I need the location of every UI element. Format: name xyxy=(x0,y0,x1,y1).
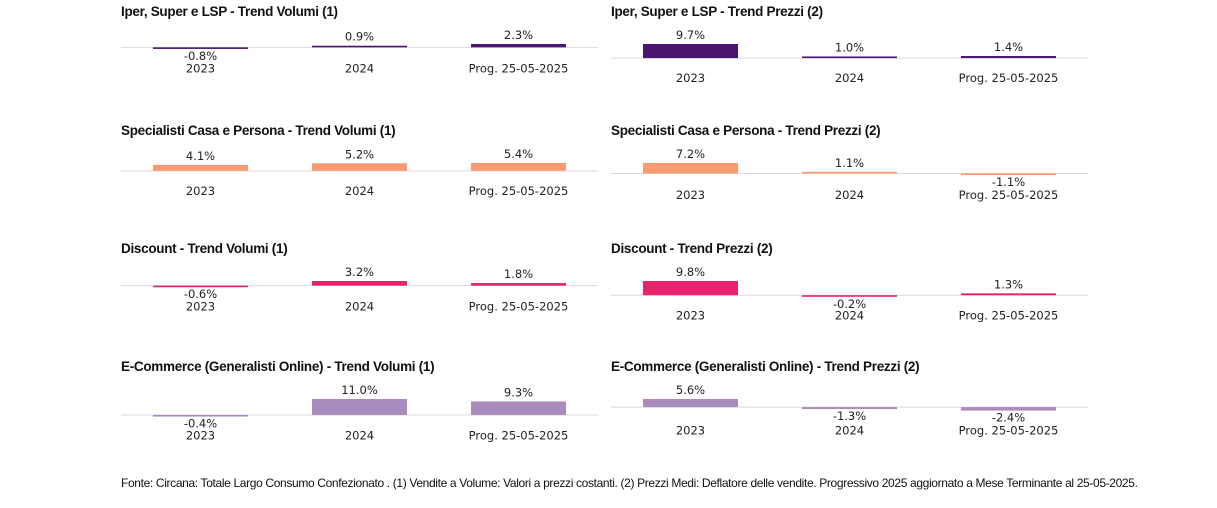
chart-title: Discount - Trend Prezzi (2) xyxy=(611,241,772,256)
chart-title: Specialisti Casa e Persona - Trend Volum… xyxy=(121,123,395,138)
bar xyxy=(802,56,897,59)
chart-casa-prezzi: Specialisti Casa e Persona - Trend Prezz… xyxy=(611,123,1088,202)
chart-title: E-Commerce (Generalisti Online) - Trend … xyxy=(121,359,434,374)
data-label: 1.0% xyxy=(835,40,864,54)
category-label: 2024 xyxy=(835,309,864,323)
bar xyxy=(961,407,1056,411)
data-label: 5.2% xyxy=(345,147,374,161)
bar xyxy=(153,285,248,288)
bar xyxy=(643,399,738,408)
category-label: 2023 xyxy=(186,429,215,443)
category-label: Prog. 25-05-2025 xyxy=(959,424,1059,438)
bar xyxy=(471,283,566,286)
category-label: 2024 xyxy=(835,71,864,85)
data-label: 9.7% xyxy=(676,28,705,42)
bar xyxy=(153,47,248,49)
footnote: Fonte: Circana: Totale Largo Consumo Con… xyxy=(121,476,1138,490)
category-label: 2023 xyxy=(186,300,215,314)
data-label: 1.8% xyxy=(504,267,533,281)
bar xyxy=(312,399,407,415)
chart-iper-volumi: Iper, Super e LSP - Trend Volumi (1) -0.8… xyxy=(121,4,598,75)
bar xyxy=(643,281,738,296)
data-label: -2.4% xyxy=(992,411,1025,425)
category-label: Prog. 25-05-2025 xyxy=(469,184,569,198)
chart-discount-prezzi: Discount - Trend Prezzi (2) 9.8% 2023 -0.2%… xyxy=(611,241,1088,323)
data-label: -1.1% xyxy=(992,175,1025,189)
bar xyxy=(961,293,1056,296)
data-label: -0.8% xyxy=(184,49,217,63)
category-label: 2023 xyxy=(676,309,705,323)
bar xyxy=(312,45,407,48)
data-label: -0.6% xyxy=(184,287,217,301)
category-label: Prog. 25-05-2025 xyxy=(469,300,569,314)
bar xyxy=(153,414,248,417)
bar xyxy=(471,401,566,415)
data-label: 2.3% xyxy=(504,28,533,42)
data-label: 3.2% xyxy=(345,265,374,279)
bar xyxy=(961,56,1056,59)
chart-iper-prezzi: Iper, Super e LSP - Trend Prezzi (2) 9.7%… xyxy=(611,4,1088,85)
chart-ecom-volumi: E-Commerce (Generalisti Online) - Trend … xyxy=(121,359,598,443)
category-label: 2023 xyxy=(676,188,705,202)
category-label: 2023 xyxy=(676,424,705,438)
data-label: 11.0% xyxy=(341,383,378,397)
chart-title: Iper, Super e LSP - Trend Prezzi (2) xyxy=(611,4,823,19)
bar xyxy=(471,163,566,171)
category-label: 2024 xyxy=(345,61,374,75)
data-label: 1.4% xyxy=(994,40,1023,54)
category-label: Prog. 25-05-2025 xyxy=(469,429,569,443)
data-label: 9.3% xyxy=(504,385,533,399)
data-label: 1.1% xyxy=(835,156,864,170)
bar xyxy=(643,163,738,174)
chart-ecom-prezzi: E-Commerce (Generalisti Online) - Trend … xyxy=(611,359,1088,438)
chart-title: Discount - Trend Volumi (1) xyxy=(121,241,287,256)
bar xyxy=(312,281,407,286)
chart-title: Iper, Super e LSP - Trend Volumi (1) xyxy=(121,4,338,19)
bar xyxy=(802,171,897,174)
bar xyxy=(802,295,897,297)
bar xyxy=(961,173,1056,176)
category-label: Prog. 25-05-2025 xyxy=(959,188,1059,202)
chart-discount-volumi: Discount - Trend Volumi (1) -0.6%2023 3.2%… xyxy=(121,241,598,314)
category-label: 2024 xyxy=(345,300,374,314)
category-label: 2024 xyxy=(835,424,864,438)
data-label: 7.2% xyxy=(676,147,705,161)
category-label: 2024 xyxy=(345,184,374,198)
data-label: 9.8% xyxy=(676,265,705,279)
bar xyxy=(643,44,738,59)
category-label: 2023 xyxy=(186,61,215,75)
chart-casa-volumi: Specialisti Casa e Persona - Trend Volum… xyxy=(121,123,598,198)
bar xyxy=(802,407,897,410)
category-label: 2024 xyxy=(835,188,864,202)
data-label: -0.2% xyxy=(833,297,866,311)
data-label: 1.3% xyxy=(994,277,1023,291)
bar xyxy=(153,164,248,171)
data-label: 5.4% xyxy=(504,147,533,161)
category-label: 2023 xyxy=(676,71,705,85)
data-label: 4.1% xyxy=(186,149,215,163)
chart-title: E-Commerce (Generalisti Online) - Trend … xyxy=(611,359,919,374)
data-label: -1.3% xyxy=(833,409,866,423)
bar xyxy=(471,44,566,48)
data-label: 5.6% xyxy=(676,383,705,397)
category-label: Prog. 25-05-2025 xyxy=(469,61,569,75)
category-label: Prog. 25-05-2025 xyxy=(959,309,1059,323)
category-label: Prog. 25-05-2025 xyxy=(959,71,1059,85)
chart-title: Specialisti Casa e Persona - Trend Prezz… xyxy=(611,123,880,138)
category-label: 2023 xyxy=(186,184,215,198)
category-label: 2024 xyxy=(345,429,374,443)
data-label: 0.9% xyxy=(345,30,374,44)
bar xyxy=(312,163,407,171)
data-label: -0.4% xyxy=(184,417,217,431)
